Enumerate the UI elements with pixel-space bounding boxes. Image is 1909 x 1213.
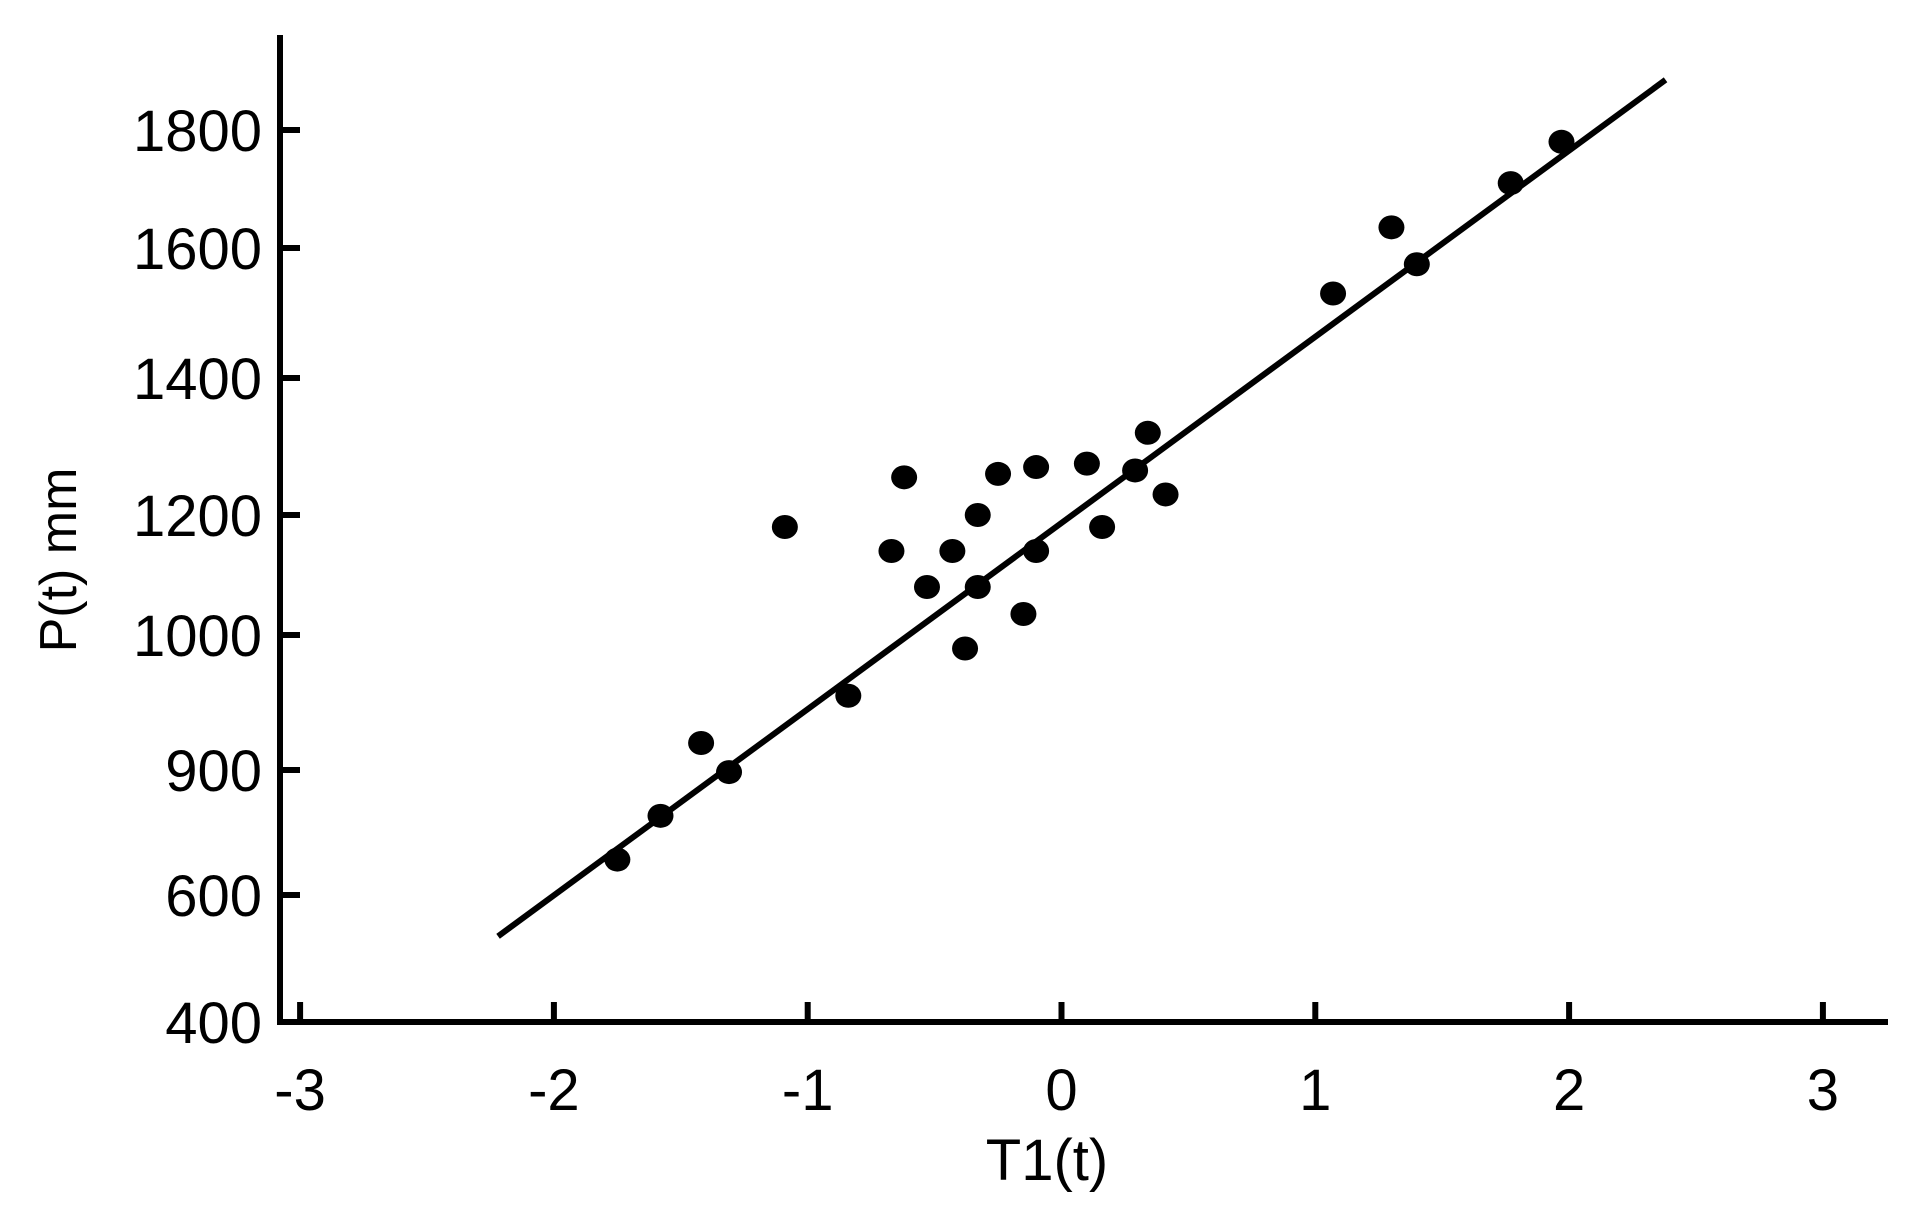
x-tick-label: -3 bbox=[274, 1058, 326, 1123]
data-point bbox=[878, 539, 905, 563]
data-point bbox=[716, 760, 743, 785]
y-tick-label: 1800 bbox=[133, 99, 262, 164]
data-point bbox=[1497, 171, 1524, 196]
axes: -3 -2 -1 0 1 2 3 400 600 900 1000 1200 1400 1600 1800 bbox=[133, 35, 1888, 1123]
data-point bbox=[688, 731, 715, 755]
y-tick-label: 400 bbox=[165, 991, 262, 1056]
data-point bbox=[771, 515, 798, 539]
x-tick-label: -2 bbox=[528, 1058, 580, 1123]
data-point bbox=[1320, 281, 1347, 306]
y-tick-label: 900 bbox=[165, 739, 262, 804]
data-point bbox=[1023, 539, 1050, 563]
data-point bbox=[939, 539, 966, 563]
data-point bbox=[1089, 515, 1116, 539]
data-point bbox=[1023, 455, 1050, 480]
data-point bbox=[647, 803, 674, 828]
data-point bbox=[1073, 451, 1100, 476]
data-point bbox=[1548, 129, 1575, 154]
data-point bbox=[1378, 215, 1405, 240]
y-tick-label: 1200 bbox=[133, 484, 262, 549]
data-point bbox=[1134, 420, 1161, 445]
y-tick-label: 1600 bbox=[133, 217, 262, 282]
data-point bbox=[1152, 482, 1179, 507]
data-point bbox=[985, 461, 1012, 486]
data-point bbox=[1122, 458, 1149, 483]
x-tick-label: 1 bbox=[1299, 1058, 1331, 1123]
fit-line bbox=[496, 77, 1668, 939]
y-tick-label: 1400 bbox=[133, 347, 262, 412]
data-point bbox=[891, 465, 918, 490]
data-point bbox=[1010, 602, 1037, 626]
x-axis-label: T1(t) bbox=[986, 1128, 1108, 1193]
data-point bbox=[604, 847, 631, 872]
data-point bbox=[964, 503, 991, 527]
x-axis-label-main: T1(t) bbox=[986, 1128, 1108, 1193]
data-point bbox=[835, 683, 862, 708]
data-point bbox=[964, 575, 991, 599]
data-points bbox=[604, 129, 1575, 872]
data-point bbox=[913, 575, 940, 599]
y-tick-label: 1000 bbox=[133, 604, 262, 669]
x-tick-label: 3 bbox=[1807, 1058, 1839, 1123]
x-tick-label: -1 bbox=[782, 1058, 834, 1123]
data-point bbox=[952, 636, 979, 661]
x-tick-label: 0 bbox=[1045, 1058, 1077, 1123]
x-tick-label: 2 bbox=[1553, 1058, 1585, 1123]
y-axis-label: P(t) mm bbox=[30, 468, 88, 653]
data-point bbox=[1403, 252, 1430, 277]
fit-line-group bbox=[496, 77, 1668, 939]
y-tick-label: 600 bbox=[165, 864, 262, 929]
